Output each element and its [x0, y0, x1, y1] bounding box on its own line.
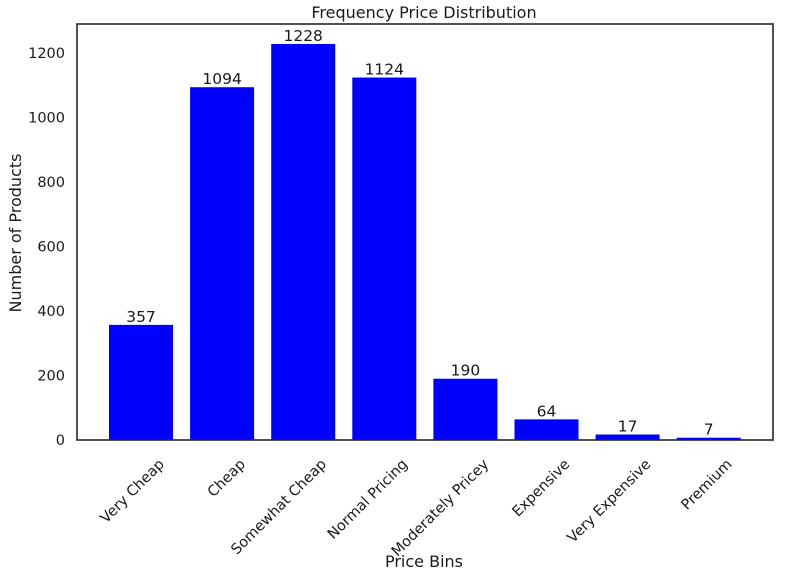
- plot-frame: [76, 23, 774, 441]
- bar-very-cheap: [109, 324, 173, 440]
- plot-area: 357 1094 1228 1124 190 64 17 7 0 200 400 600 800 1000…: [28, 23, 774, 560]
- data-label: 190: [451, 362, 481, 380]
- x-tick-label: Premium: [679, 457, 736, 514]
- data-label: 7: [704, 421, 714, 439]
- data-label: 357: [126, 308, 156, 326]
- x-axis-label: Price Bins: [385, 552, 463, 571]
- data-label: 1094: [202, 70, 241, 88]
- y-axis-label: Number of Products: [6, 154, 25, 313]
- data-label: 17: [618, 418, 638, 436]
- x-tick-label: Very Expensive: [565, 456, 655, 546]
- bar-cheap: [190, 87, 255, 440]
- y-tick-label: 800: [37, 175, 65, 191]
- bar-normal-pricing: [352, 77, 417, 440]
- y-tick-label: 1000: [28, 111, 65, 127]
- data-label: 64: [537, 402, 557, 420]
- bar-somewhat-cheap: [271, 43, 336, 440]
- x-tick-label: Expensive: [510, 456, 574, 520]
- x-tick-label: Cheap: [205, 457, 249, 501]
- y-tick-label: 600: [37, 240, 65, 256]
- bar-expensive: [514, 419, 579, 440]
- y-tick-label: 400: [37, 304, 65, 320]
- bar-moderately-pricey: [433, 378, 498, 440]
- y-tick-label: 0: [56, 433, 65, 449]
- bar-premium: [676, 437, 741, 440]
- y-tick-label: 200: [37, 369, 65, 385]
- data-label: 1124: [365, 61, 404, 79]
- chart-title: Frequency Price Distribution: [311, 3, 536, 22]
- data-label: 1228: [283, 27, 322, 45]
- y-tick-label: 1200: [28, 46, 65, 62]
- x-tick-label: Normal Pricing: [325, 457, 411, 543]
- x-tick-label: Very Cheap: [98, 457, 168, 527]
- bar-very-expensive: [595, 434, 660, 440]
